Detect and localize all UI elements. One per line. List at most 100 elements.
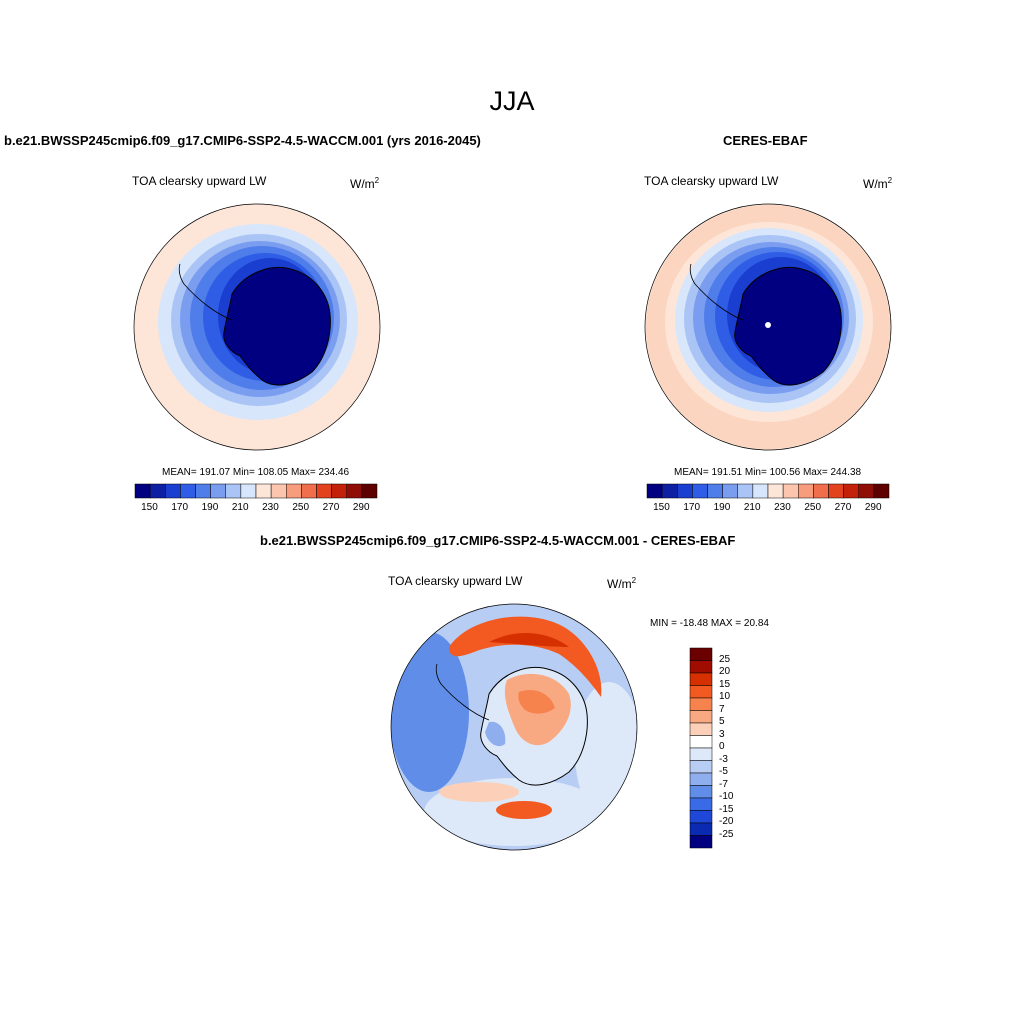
colorbar-tick-label: 250 — [804, 502, 822, 513]
panel3-units: W/m2 — [607, 576, 637, 591]
colorbar-box — [689, 735, 713, 749]
colorbar-tick-label: 210 — [743, 502, 761, 513]
colorbar-box — [270, 483, 287, 499]
colorbar-box — [843, 483, 859, 499]
colorbar-box — [225, 483, 242, 499]
panel3-variable-label: TOA clearsky upward LW — [388, 574, 523, 588]
map1-peninsula — [178, 263, 233, 321]
colorbar-tick-label: 7 — [719, 703, 725, 715]
panel1-colorbar — [134, 483, 378, 499]
colorbar-tick-label: -20 — [719, 816, 734, 827]
colorbar-tick-label: 170 — [171, 502, 189, 513]
colorbar-tick-label: 5 — [719, 716, 725, 727]
panel2-units: W/m2 — [863, 176, 893, 191]
colorbar-box — [165, 483, 181, 499]
panel3-colorbar — [689, 647, 713, 849]
colorbar-tick-label: 250 — [292, 502, 310, 513]
colorbar-box — [689, 747, 713, 761]
colorbar-box — [798, 483, 814, 499]
colorbar-box — [689, 785, 713, 799]
colorbar-box — [301, 483, 317, 499]
colorbar-tick-label: -3 — [719, 753, 728, 765]
colorbar-box — [677, 483, 693, 499]
colorbar-tick-label: -25 — [719, 828, 734, 840]
colorbar-tick-label: -5 — [719, 766, 728, 777]
colorbar-box — [661, 483, 678, 499]
panel1-title: b.e21.BWSSP245cmip6.f09_g17.CMIP6-SSP2-4… — [4, 133, 481, 148]
colorbar-box — [689, 835, 713, 849]
panel2-stats: MEAN= 191.51 Min= 100.56 Max= 244.38 — [674, 467, 862, 478]
colorbar-tick-label: 270 — [834, 502, 852, 513]
map2-missing-value — [765, 322, 771, 328]
colorbar-box — [813, 483, 829, 499]
colorbar-tick-label: 3 — [719, 728, 725, 740]
colorbar-box — [722, 483, 738, 499]
colorbar-box — [737, 483, 754, 499]
panel2-title: CERES-EBAF — [723, 133, 808, 148]
colorbar-tick-label: 15 — [719, 678, 731, 690]
colorbar-tick-label: 170 — [683, 502, 701, 513]
colorbar-box — [782, 483, 799, 499]
colorbar-box — [180, 483, 196, 499]
colorbar-box — [346, 483, 363, 499]
colorbar-box — [361, 483, 378, 499]
colorbar-tick-label: 190 — [201, 502, 219, 513]
colorbar-tick-label: 230 — [774, 502, 791, 513]
colorbar-box — [689, 810, 713, 824]
colorbar-box — [873, 483, 890, 499]
map3-positive-anomaly-north — [449, 616, 602, 697]
colorbar-tick-label: 20 — [719, 666, 731, 677]
colorbar-tick-label: -7 — [719, 778, 728, 790]
colorbar-box — [195, 483, 211, 499]
panel3-title: b.e21.BWSSP245cmip6.f09_g17.CMIP6-SSP2-4… — [260, 533, 736, 548]
panel1-units: W/m2 — [350, 176, 380, 191]
colorbar-box — [316, 483, 332, 499]
panel3-stats: MIN = -18.48 MAX = 20.84 — [650, 618, 769, 629]
map2-peninsula — [689, 263, 744, 321]
colorbar-tick-label: 150 — [141, 502, 158, 513]
colorbar-tick-label: -15 — [719, 803, 734, 815]
colorbar-tick-label: 290 — [864, 502, 882, 513]
colorbar-box — [828, 483, 844, 499]
colorbar-tick-label: 10 — [719, 691, 731, 702]
panel2-colorbar — [646, 483, 890, 499]
colorbar-box — [689, 760, 713, 774]
colorbar-box — [149, 483, 166, 499]
colorbar-box — [689, 685, 713, 699]
map3-peninsula — [435, 663, 490, 721]
map2-antarctica — [734, 266, 842, 386]
colorbar-box — [858, 483, 875, 499]
colorbar-tick-label: -10 — [719, 791, 734, 802]
colorbar-box — [689, 710, 713, 724]
colorbar-box — [255, 483, 272, 499]
colorbar-tick-label: 210 — [231, 502, 249, 513]
colorbar-box — [689, 660, 713, 674]
colorbar-box — [286, 483, 302, 499]
colorbar-tick-label: 290 — [352, 502, 370, 513]
colorbar-box — [707, 483, 723, 499]
map3-positive-anomaly-south — [496, 801, 552, 819]
panel1-polar-map — [133, 203, 381, 451]
colorbar-box — [689, 672, 713, 686]
colorbar-box — [767, 483, 784, 499]
colorbar-box — [689, 822, 713, 836]
panel2-polar-map — [644, 203, 892, 451]
colorbar-box — [692, 483, 708, 499]
panel1-variable-label: TOA clearsky upward LW — [132, 174, 267, 188]
colorbar-tick-label: 270 — [322, 502, 340, 513]
colorbar-box — [134, 483, 151, 499]
colorbar-box — [331, 483, 347, 499]
colorbar-box — [689, 697, 713, 711]
panel2-variable-label: TOA clearsky upward LW — [644, 174, 779, 188]
colorbar-box — [689, 772, 713, 786]
panel1-stats: MEAN= 191.07 Min= 108.05 Max= 234.46 — [162, 467, 350, 478]
colorbar-tick-label: 0 — [719, 741, 725, 752]
map1-antarctica — [223, 266, 331, 386]
colorbar-box — [689, 797, 713, 811]
colorbar-tick-label: 150 — [653, 502, 670, 513]
colorbar-box — [689, 647, 713, 661]
figure-title: JJA — [489, 86, 535, 116]
colorbar-box — [752, 483, 769, 499]
colorbar-box — [240, 483, 257, 499]
colorbar-box — [646, 483, 663, 499]
